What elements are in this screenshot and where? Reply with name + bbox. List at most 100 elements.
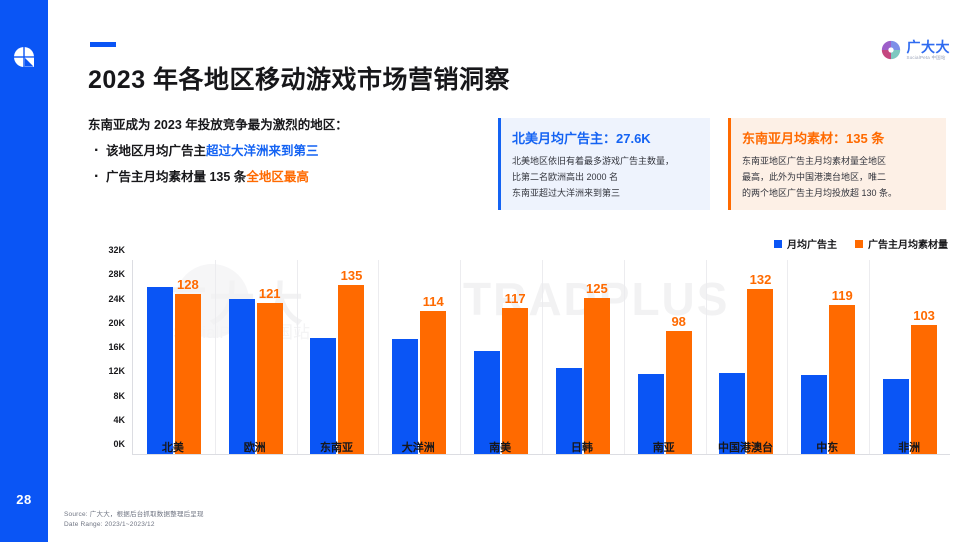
bar-value-label: 132 [749, 271, 772, 287]
bar-group-1: 121 [215, 260, 297, 454]
x-axis-label: 南亚 [652, 442, 675, 454]
brand-subtitle: SocialPeta 中国站 [906, 55, 946, 60]
footer-source: Source: 广大大，根据后台抓取数据整理后呈现 [64, 511, 204, 518]
bar-advertisers[interactable] [228, 298, 255, 454]
x-axis-label: 北美 [161, 442, 184, 454]
bar-advertisers[interactable] [555, 367, 582, 454]
bar-creatives[interactable] [174, 293, 201, 454]
gridline [542, 260, 543, 454]
bar-group-8: 119 [787, 260, 869, 454]
bar-chart: 月均广告主 广告主月均素材量 广大大 SocialPeta 中国站 TRADPL… [88, 236, 950, 484]
bar-group-2: 135 [297, 260, 379, 454]
bar-creatives[interactable] [911, 325, 938, 454]
bar-value-label: 119 [831, 288, 853, 304]
list-item: 该地区月均广告主超过大洋洲来到第三 [88, 139, 488, 163]
bar-creatives[interactable] [502, 307, 529, 454]
y-axis-tick: 24K [108, 293, 125, 304]
y-axis-tick: 20K [108, 317, 125, 328]
y-axis-tick: 16K [108, 342, 125, 352]
bar-advertisers[interactable] [392, 339, 419, 454]
bar-group-6: 98 [624, 260, 706, 454]
bar-creatives[interactable] [338, 285, 365, 454]
bar-advertisers[interactable] [883, 379, 910, 454]
callout-body-line: 的两个地区广告主月均投放超 130 条。 [742, 187, 898, 198]
bar-creatives[interactable] [420, 311, 447, 454]
footer: Source: 广大大，根据后台抓取数据整理后呈现 Date Range: 20… [64, 510, 204, 531]
bar-group-0: 128 [133, 260, 215, 454]
bar-advertisers[interactable] [310, 337, 337, 454]
bullet-plain-text: 广告主月均素材量 135 条 [106, 169, 247, 184]
bullet-highlight-text: 全地区最高 [246, 169, 309, 184]
callout-accent-bar [728, 118, 731, 210]
left-rail: 28 [0, 0, 48, 542]
bar-creatives[interactable] [583, 297, 610, 454]
bar-creatives[interactable] [747, 288, 774, 454]
callout-title: 东南亚月均素材：135 条 [742, 131, 885, 146]
bar-advertisers[interactable] [719, 372, 746, 454]
callout-body-line: 东南亚地区广告主月均素材量全地区 [742, 156, 887, 166]
legend-label: 广告主月均素材量 [868, 240, 948, 251]
list-item: 广告主月均素材量 135 条全地区最高 [88, 165, 488, 189]
callout-card-sea-creatives: 东南亚月均素材：135 条 东南亚地区广告主月均素材量全地区 最高，此外为中国港… [728, 118, 946, 210]
bar-value-label: 121 [258, 285, 281, 301]
brand-text: 广大大 SocialPeta 中国站 [907, 40, 951, 61]
bar-advertisers[interactable] [146, 286, 173, 454]
socialpeta-pie-icon [881, 40, 901, 60]
y-axis-tick: 4K [113, 414, 125, 425]
gridline [787, 260, 789, 454]
gridline [214, 260, 216, 454]
brand-name: 广大大 [906, 39, 950, 55]
x-axis-label: 中国港澳台 [718, 442, 773, 454]
x-axis-label: 南美 [489, 442, 512, 454]
gridline [460, 260, 462, 454]
bar-value-label: 103 [913, 308, 935, 324]
legend-swatch-blue [774, 239, 782, 248]
bar-creatives[interactable] [256, 302, 283, 454]
callout-accent-bar [498, 118, 501, 210]
bar-group-5: 125 [542, 260, 624, 454]
page-title: 2023 年各地区移动游戏市场营销洞察 [88, 66, 511, 94]
footer-date-range: Date Range: 2023/1~2023/12 [64, 521, 155, 529]
lead-headline: 东南亚成为 2023 年投放竞争最为激烈的地区： [88, 118, 348, 132]
callout-body: 东南亚地区广告主月均素材量全地区 最高，此外为中国港澳台地区，唯二 的两个地区广… [742, 154, 934, 201]
y-axis-tick: 0K [113, 439, 125, 449]
bar-value-label: 114 [422, 294, 444, 310]
bar-creatives[interactable] [829, 305, 856, 454]
bar-advertisers[interactable] [637, 373, 664, 454]
bar-advertisers[interactable] [474, 350, 501, 454]
gridline [705, 260, 707, 454]
legend-item-advertisers: 月均广告主 [774, 236, 837, 251]
callout-body-line: 北美地区依旧有着最多游戏广告主数量， [512, 156, 675, 166]
chart-legend: 月均广告主 广告主月均素材量 [774, 236, 948, 251]
y-axis-tick: 12K [108, 366, 125, 377]
bar-group-3: 114 [378, 260, 460, 454]
bar-creatives[interactable] [665, 331, 692, 454]
gridline [378, 260, 380, 454]
x-axis-label: 大洋洲 [401, 442, 435, 454]
bullet-highlight-text: 超过大洋洲来到第三 [206, 143, 319, 158]
callout-title: 北美月均广告主：27.6K [512, 131, 651, 146]
bar-group-9: 103 [869, 260, 951, 454]
y-axis-tick: 8K [113, 390, 125, 401]
bar-value-label: 98 [671, 314, 686, 330]
callout-card-north-america-advertisers: 北美月均广告主：27.6K 北美地区依旧有着最多游戏广告主数量， 比第二名欧洲高… [498, 118, 710, 210]
callout-body-line: 东南亚超过大洋洲来到第三 [512, 187, 621, 198]
bar-group-7: 132 [706, 260, 788, 454]
chart-plot-area: 广大大 SocialPeta 中国站 TRADPLUS 0K4K8K12K16K… [108, 245, 951, 455]
lead-copy: 东南亚成为 2023 年投放竞争最为激烈的地区： 该地区月均广告主超过大洋洲来到… [88, 116, 488, 189]
title-accent-rule [90, 42, 116, 47]
gridline [296, 260, 298, 454]
bar-value-label: 135 [340, 268, 363, 284]
bar-value-label: 117 [504, 290, 526, 306]
gridline [869, 260, 871, 454]
callout-body-line: 比第二名欧洲高出 2000 名 [512, 171, 619, 182]
x-axis-label: 非洲 [898, 442, 921, 454]
bar-advertisers[interactable] [801, 374, 828, 454]
legend-label: 月均广告主 [787, 240, 837, 251]
legend-swatch-orange [855, 239, 863, 248]
bar-value-label: 125 [586, 280, 608, 296]
x-axis-label: 东南亚 [320, 442, 353, 454]
gridline [623, 260, 625, 454]
y-axis-tick: 32K [108, 245, 125, 255]
callout-body-line: 最高，此外为中国港澳台地区，唯二 [742, 171, 887, 182]
